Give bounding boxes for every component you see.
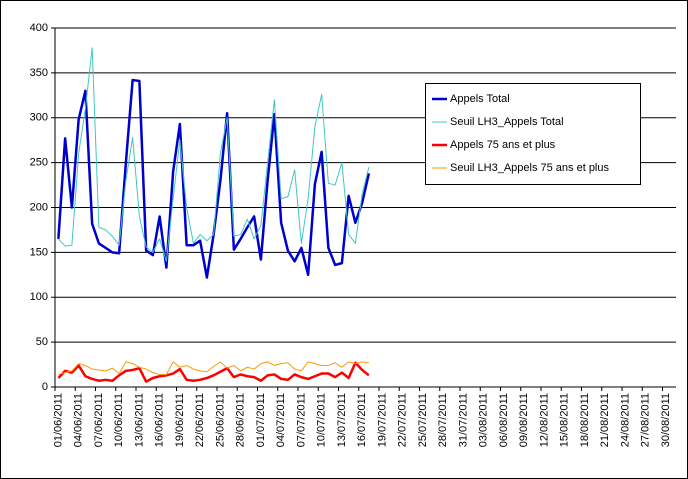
x-tick-label: 31/07/2011 xyxy=(457,393,469,447)
x-tick-label: 28/07/2011 xyxy=(437,393,449,447)
x-tick-label: 16/07/2011 xyxy=(356,393,368,447)
y-tick-label: 0 xyxy=(42,381,48,393)
x-tick-label: 01/06/2011 xyxy=(52,393,64,447)
x-tick-label: 21/08/2011 xyxy=(599,393,611,447)
x-tick-label: 18/08/2011 xyxy=(579,393,591,447)
x-tick-label: 28/06/2011 xyxy=(235,393,247,447)
x-tick-label: 01/07/2011 xyxy=(255,393,267,447)
x-tick-label: 13/06/2011 xyxy=(133,393,145,447)
y-tick-label: 300 xyxy=(30,112,48,124)
x-tick-label: 16/06/2011 xyxy=(154,393,166,447)
x-tick-label: 25/06/2011 xyxy=(214,393,226,447)
x-tick-label: 06/08/2011 xyxy=(498,393,510,447)
x-tick-label: 25/07/2011 xyxy=(417,393,429,447)
x-tick-label: 19/07/2011 xyxy=(376,393,388,447)
x-tick-label: 04/06/2011 xyxy=(73,393,85,447)
x-tick-label: 27/08/2011 xyxy=(640,393,652,447)
x-tick-label: 03/08/2011 xyxy=(478,393,490,447)
x-tick-label: 04/07/2011 xyxy=(275,393,287,447)
y-tick-label: 200 xyxy=(30,201,48,213)
legend-label: Appels 75 ans et plus xyxy=(450,139,556,151)
legend-label: Appels Total xyxy=(450,93,510,105)
x-tick-label: 22/07/2011 xyxy=(397,393,409,447)
x-tick-label: 07/06/2011 xyxy=(93,393,105,447)
x-tick-label: 10/07/2011 xyxy=(316,393,328,447)
y-tick-label: 250 xyxy=(30,157,48,169)
x-tick-label: 30/08/2011 xyxy=(660,393,672,447)
legend: Appels Total Seuil LH3_Appels Total Appels… xyxy=(425,83,641,185)
x-tick-label: 24/08/2011 xyxy=(619,393,631,447)
x-tick-label: 15/08/2011 xyxy=(559,393,571,447)
y-tick-label: 400 xyxy=(30,22,48,34)
grid xyxy=(51,27,676,391)
y-tick-label: 50 xyxy=(36,336,48,348)
x-tick-label: 09/08/2011 xyxy=(518,393,530,447)
x-tick-label: 19/06/2011 xyxy=(174,393,186,447)
y-tick-label: 100 xyxy=(30,291,48,303)
plot xyxy=(57,47,371,383)
x-tick-label: 22/06/2011 xyxy=(194,393,206,447)
axis-labels: 0 50 100 150 200 250 300 350 400 01/06/2011 04/06/… xyxy=(30,22,672,447)
x-tick-label: 10/06/2011 xyxy=(113,393,125,447)
y-tick-label: 350 xyxy=(30,67,48,79)
x-tick-label: 13/07/2011 xyxy=(336,393,348,447)
x-tick-label: 07/07/2011 xyxy=(295,393,307,447)
y-tick-label: 150 xyxy=(30,246,48,258)
legend-label: Seuil LH3_Appels 75 ans et plus xyxy=(450,162,609,174)
series-line xyxy=(57,361,370,383)
legend-label: Seuil LH3_Appels Total xyxy=(450,116,564,128)
legend-box xyxy=(425,83,641,185)
series-line xyxy=(58,47,370,262)
series-line xyxy=(58,361,369,375)
x-tick-label: 12/08/2011 xyxy=(538,393,550,447)
